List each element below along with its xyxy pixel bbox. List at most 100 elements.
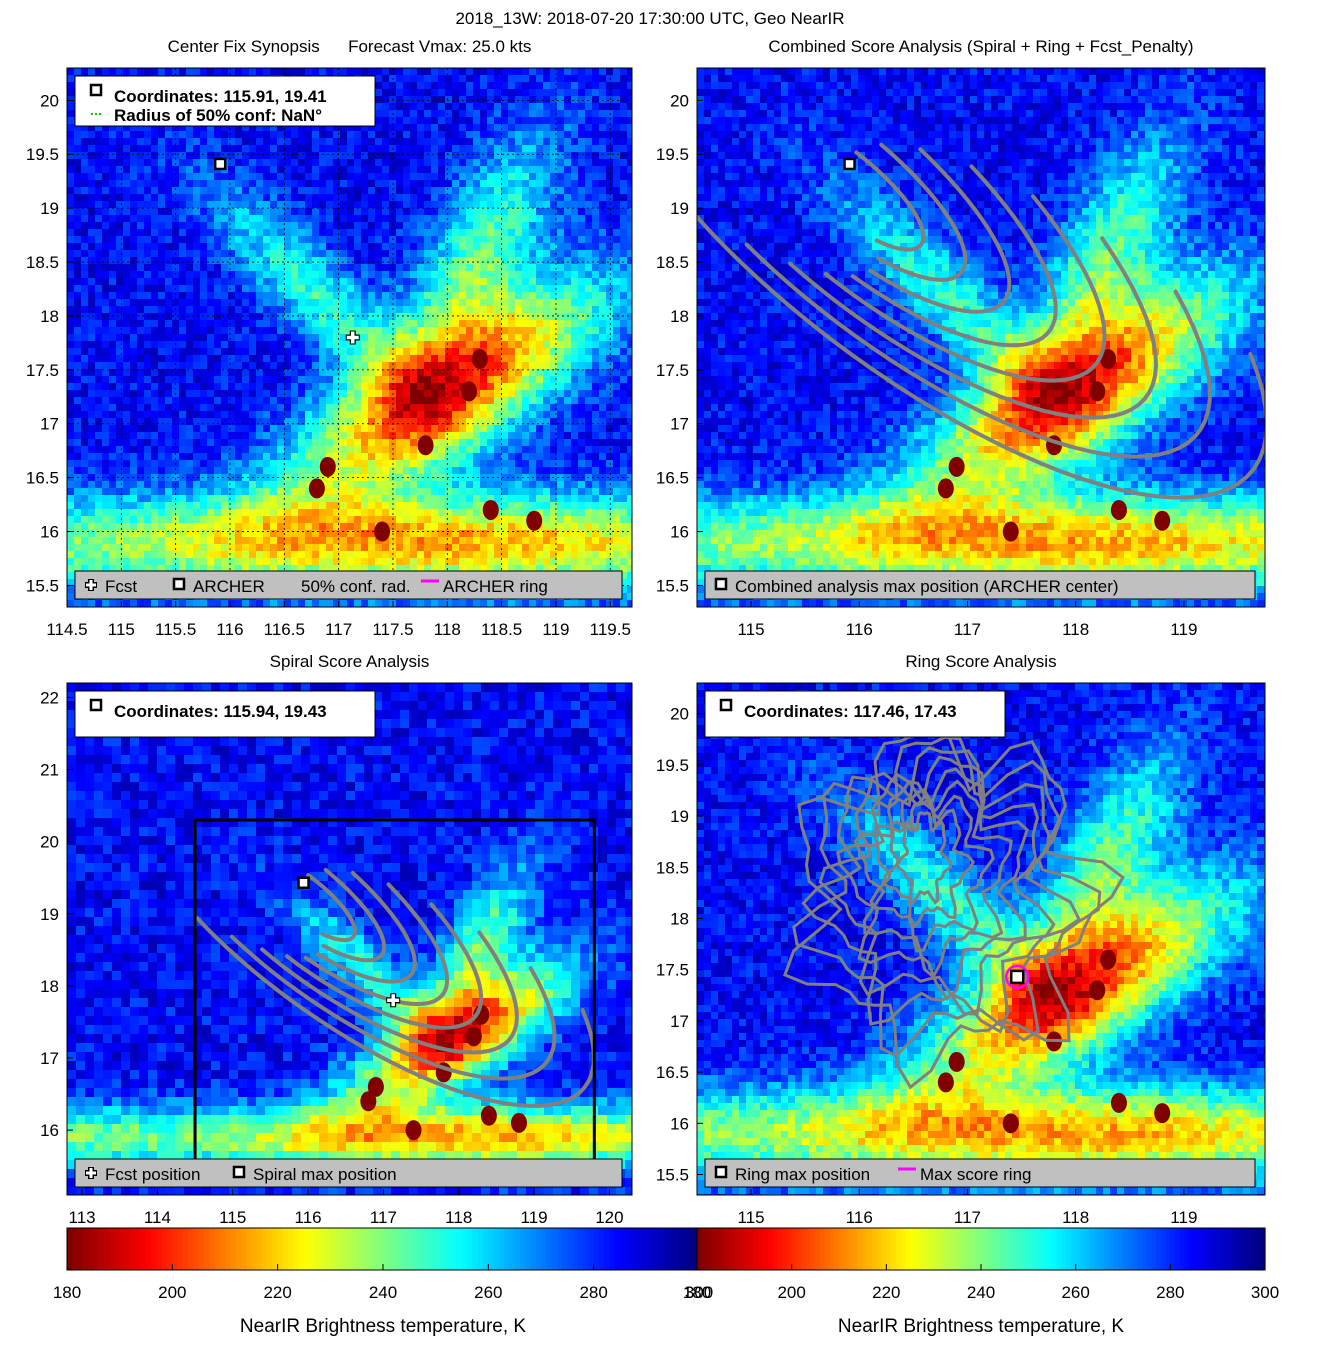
- heatmap-ring: [697, 683, 1265, 1195]
- y-tick-label: 17.5: [26, 361, 59, 380]
- cold-core: [461, 381, 478, 402]
- cold-core: [319, 456, 336, 477]
- colorbar-tick-label: 260: [474, 1283, 502, 1302]
- y-tick-label: 20: [40, 833, 59, 852]
- panel-title: Combined Score Analysis (Spiral + Ring +…: [768, 37, 1193, 56]
- x-tick-label: 118: [1062, 620, 1089, 639]
- panel-title: Spiral Score Analysis: [270, 652, 430, 671]
- y-tick-label: 20: [40, 91, 59, 110]
- y-tick-label: 17: [40, 1049, 59, 1068]
- colorbar-tick-label: 300: [1251, 1283, 1279, 1302]
- info-box: Coordinates: 115.94, 19.43: [74, 690, 376, 738]
- x-tick-label: 114: [144, 1208, 171, 1227]
- colorbar-tick-label: 280: [579, 1283, 607, 1302]
- cold-core: [511, 1112, 527, 1133]
- legend-label: Fcst: [105, 577, 137, 596]
- colorbar-tick-label: 260: [1061, 1283, 1089, 1302]
- y-tick-label: 16: [670, 523, 689, 542]
- center-legend-icon: [172, 577, 186, 591]
- forecast-marker: [346, 331, 359, 344]
- cold-core: [367, 1076, 384, 1097]
- cold-core: [937, 1072, 954, 1093]
- x-tick-label: 119: [521, 1208, 548, 1227]
- cold-core: [1089, 980, 1106, 1001]
- cold-core: [471, 349, 488, 370]
- x-tick-label: 120: [595, 1208, 623, 1227]
- cold-core: [308, 478, 325, 499]
- x-tick-label: 116: [216, 620, 243, 639]
- y-tick-label: 18.5: [656, 858, 689, 877]
- y-tick-label: 17.5: [656, 361, 689, 380]
- cold-core: [526, 510, 543, 531]
- y-tick-label: 19.5: [26, 145, 59, 164]
- y-tick-label: 17: [670, 415, 689, 434]
- panel-combined: Combined Score Analysis (Spiral + Ring +…: [656, 37, 1266, 639]
- panel-title: Center Fix Synopsis Forecast Vmax: 25.0 …: [168, 37, 532, 56]
- y-tick-label: 18.5: [26, 253, 59, 272]
- center-marker-icon: [89, 698, 103, 712]
- ring-contours: [782, 721, 1125, 1090]
- colorbar-label: NearIR Brightness temperature, K: [838, 1316, 1125, 1337]
- x-tick-label: 117: [954, 1208, 981, 1227]
- spiral-lines: [697, 142, 1265, 500]
- cold-core: [948, 1051, 965, 1072]
- y-tick-label: 17.5: [656, 961, 689, 980]
- colorbar: 180 200 220 240 260 280 300 NearIR Brightness t…: [53, 1227, 713, 1337]
- x-tick-label: 115: [738, 1208, 765, 1227]
- x-tick-label: 115: [108, 620, 135, 639]
- y-tick-label: 20: [670, 705, 689, 724]
- colorbar-tick-label: 220: [872, 1283, 900, 1302]
- legend-label: ARCHER: [193, 577, 265, 596]
- center-marker: [297, 876, 310, 890]
- y-tick-label: 18: [40, 307, 59, 326]
- cold-core: [1002, 521, 1019, 542]
- cold-core: [948, 456, 965, 477]
- x-tick-label: 116: [295, 1208, 322, 1227]
- ring-max-marker: [1009, 969, 1025, 985]
- y-tick-label: 16: [40, 523, 59, 542]
- center-marker: [843, 157, 856, 171]
- x-tick-label: 118.5: [481, 620, 522, 639]
- info-box: Coordinates: 117.46, 17.43: [704, 690, 1006, 738]
- x-tick-label: 119.5: [590, 620, 631, 639]
- y-tick-label: 16.5: [656, 1063, 689, 1082]
- y-tick-label: 19.5: [656, 756, 689, 775]
- y-tick-label: 17: [670, 1012, 689, 1031]
- panel-title: Ring Score Analysis: [905, 652, 1056, 671]
- y-tick-label: 16: [40, 1121, 59, 1140]
- cold-core: [1100, 349, 1117, 370]
- colorbar-tick-label: 280: [1156, 1283, 1184, 1302]
- cold-core: [482, 499, 499, 520]
- y-tick-label: 19: [670, 199, 689, 218]
- x-tick-label: 113: [69, 1208, 96, 1227]
- figure-title: 2018_13W: 2018-07-20 17:30:00 UTC, Geo N…: [455, 9, 844, 28]
- y-tick-label: 16.5: [26, 469, 59, 488]
- cold-core: [405, 1120, 422, 1141]
- cold-core: [1154, 1103, 1171, 1124]
- info-line: Coordinates: 115.94, 19.43: [114, 702, 327, 721]
- x-tick-label: 116: [846, 1208, 873, 1227]
- info-line: Radius of 50% conf: NaN°: [114, 106, 322, 125]
- y-tick-label: 18.5: [656, 253, 689, 272]
- x-tick-label: 117.5: [372, 620, 413, 639]
- y-tick-label: 21: [40, 761, 59, 780]
- colorbar-tick-label: 300: [685, 1283, 713, 1302]
- cold-core: [1110, 1092, 1127, 1113]
- colorbar-label: NearIR Brightness temperature, K: [240, 1316, 527, 1337]
- legend-label: Fcst position: [105, 1165, 200, 1184]
- cold-core: [417, 435, 434, 456]
- y-tick-label: 19: [670, 807, 689, 826]
- x-tick-label: 116: [846, 620, 873, 639]
- panel-synopsis: Center Fix Synopsis Forecast Vmax: 25.0 …: [26, 37, 633, 639]
- y-tick-label: 18: [670, 910, 689, 929]
- cold-core: [480, 1105, 497, 1126]
- colorbar-tick-label: 200: [158, 1283, 186, 1302]
- x-tick-label: 118: [1062, 1208, 1089, 1227]
- center-marker: [213, 157, 227, 171]
- colorbar-tick-label: 200: [777, 1283, 805, 1302]
- x-tick-label: 115: [219, 1208, 246, 1227]
- y-tick-label: 16: [670, 1114, 689, 1133]
- axes-frame: [696, 682, 1266, 1196]
- x-tick-label: 117: [954, 620, 981, 639]
